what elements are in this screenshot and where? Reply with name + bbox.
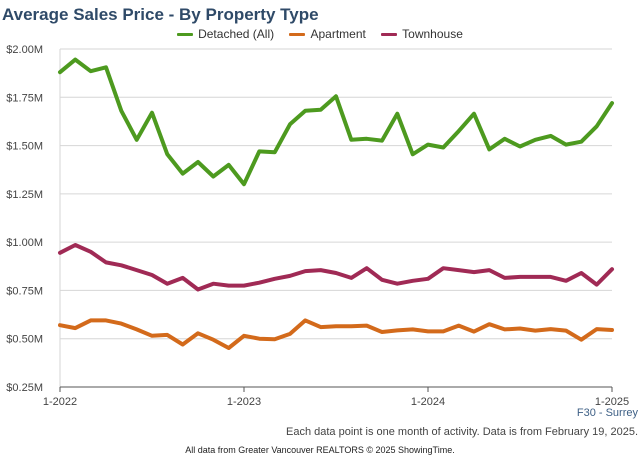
y-tick-label: $1.75M xyxy=(6,92,43,104)
y-tick-label: $1.50M xyxy=(6,141,43,153)
x-tick-label: 1-2025 xyxy=(595,396,629,408)
legend-label-townhouse: Townhouse xyxy=(402,27,463,41)
legend-swatch-apartment xyxy=(289,33,306,37)
region-label: F30 - Surrey xyxy=(576,407,638,419)
x-tick-label: 1-2023 xyxy=(227,396,261,408)
grid-lines xyxy=(60,48,612,388)
legend: Detached (All) Apartment Townhouse xyxy=(0,27,640,41)
x-tick-labels: 1-2022 1-2023 1-2024 1-2025 xyxy=(43,396,629,408)
y-tick-label: $0.75M xyxy=(6,285,43,297)
legend-item-apartment[interactable]: Apartment xyxy=(289,27,366,41)
series-lines xyxy=(58,57,614,350)
source-credit: All data from Greater Vancouver REALTORS… xyxy=(185,445,455,455)
y-tick-label: $0.25M xyxy=(6,382,43,394)
series-line-detached xyxy=(58,57,614,187)
series-line-townhouse xyxy=(58,243,614,292)
y-tick-label: $1.00M xyxy=(6,237,43,249)
series-line-apartment xyxy=(58,318,614,350)
axes xyxy=(59,49,613,392)
y-tick-label: $2.00M xyxy=(6,44,43,56)
x-tick-label: 1-2024 xyxy=(411,396,445,408)
legend-item-detached[interactable]: Detached (All) xyxy=(177,27,274,41)
data-note: Each data point is one month of activity… xyxy=(286,426,638,438)
y-tick-label: $0.50M xyxy=(6,334,43,346)
legend-swatch-townhouse xyxy=(381,33,398,37)
legend-label-detached: Detached (All) xyxy=(198,27,275,41)
x-tick-label: 1-2022 xyxy=(43,396,77,408)
legend-label-apartment: Apartment xyxy=(310,27,366,41)
legend-item-townhouse[interactable]: Townhouse xyxy=(381,27,463,41)
y-tick-label: $1.25M xyxy=(6,189,43,201)
chart-title: Average Sales Price - By Property Type xyxy=(2,5,319,24)
y-tick-labels: $0.25M $0.50M $0.75M $1.00M $1.25M $1.50M $1.7… xyxy=(6,44,43,394)
legend-swatch-detached xyxy=(177,33,194,37)
